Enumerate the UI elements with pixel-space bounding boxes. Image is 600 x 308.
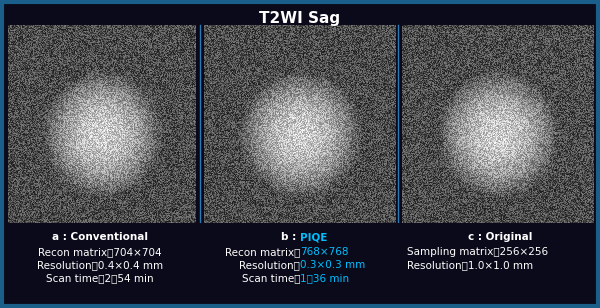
Text: T2WI Sag: T2WI Sag [259, 10, 341, 26]
Text: Resolution：: Resolution： [239, 260, 300, 270]
Text: Recon matrix：: Recon matrix： [224, 247, 300, 257]
Text: 1：36 min: 1：36 min [300, 273, 349, 283]
Text: a : Conventional: a : Conventional [52, 232, 148, 242]
Text: Resolution：1.0×1.0 mm: Resolution：1.0×1.0 mm [407, 260, 533, 270]
Text: b :: b : [281, 232, 300, 242]
Text: Recon matrix：704×704: Recon matrix：704×704 [38, 247, 162, 257]
Text: 768×768: 768×768 [300, 247, 349, 257]
Bar [8, 223, 592, 303]
Text: c : Original: c : Original [468, 232, 532, 242]
Text: Scan time：2：54 min: Scan time：2：54 min [46, 273, 154, 283]
Text: Sampling matrix：256×256: Sampling matrix：256×256 [407, 247, 548, 257]
Text: Resolution：0.4×0.4 mm: Resolution：0.4×0.4 mm [37, 260, 163, 270]
Text: PIQE: PIQE [300, 232, 328, 242]
Text: Scan time：: Scan time： [241, 273, 300, 283]
Text: 0.3×0.3 mm: 0.3×0.3 mm [300, 260, 365, 270]
